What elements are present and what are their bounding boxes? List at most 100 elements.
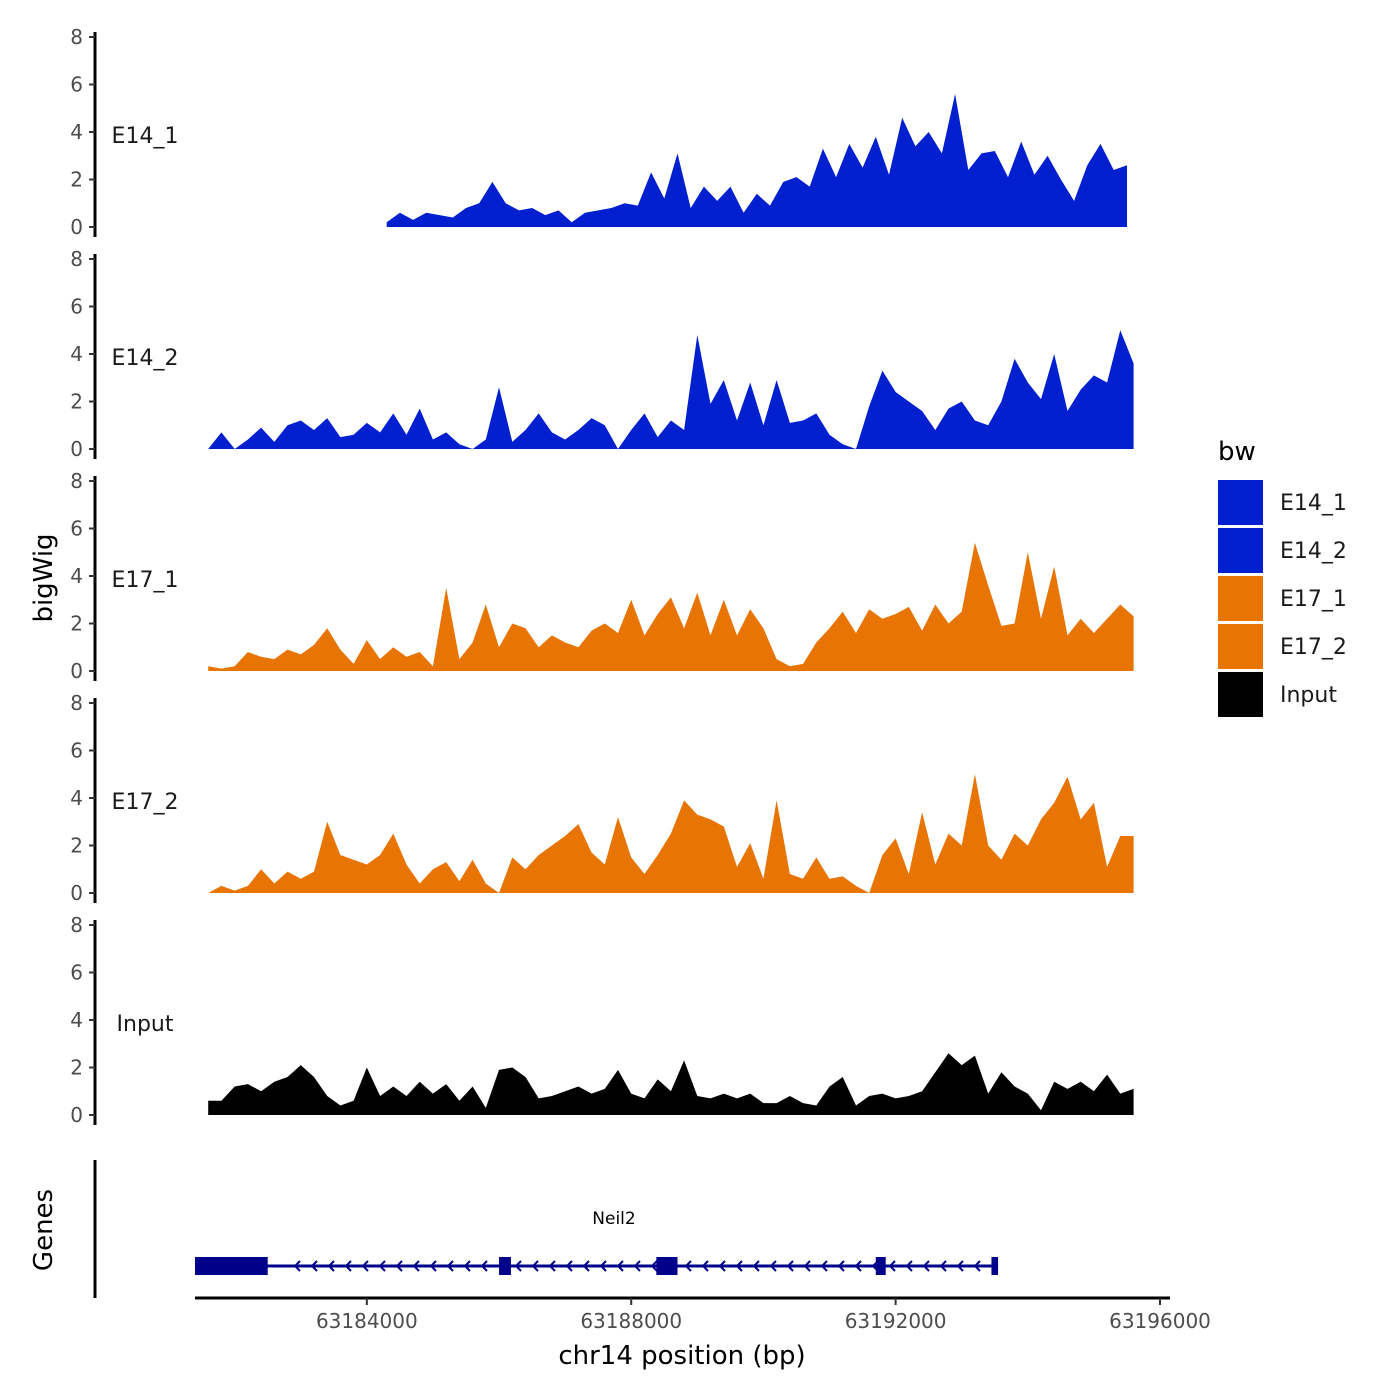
x-tick-label: 63184000 (316, 1309, 418, 1333)
strand-arrow (769, 1260, 777, 1272)
y-tick-label: 4 (70, 120, 83, 144)
strand-arrow (752, 1260, 760, 1272)
strand-arrow (599, 1260, 607, 1272)
y-tick-label: 6 (70, 517, 83, 541)
strand-arrow (514, 1260, 522, 1272)
signal-area-E14_1 (386, 94, 1127, 227)
strand-arrow (463, 1260, 471, 1272)
track-label: E14_1 (112, 124, 179, 149)
track-E17_2: 0 2 4 6 8 E17_2 (70, 691, 1134, 905)
legend: bw E14_1 E14_2 E17_1 E17_2 Input (1218, 437, 1347, 717)
strand-arrow (820, 1260, 828, 1272)
gene-exon (875, 1257, 886, 1275)
strand-arrow (633, 1260, 641, 1272)
x-axis: 63184000 63188000 63192000 63196000 (195, 1296, 1211, 1333)
y-tick-label: 8 (70, 691, 83, 715)
gene-name-label: Neil2 (592, 1209, 635, 1229)
y-tick-label: 4 (70, 786, 83, 810)
y-tick-label: 2 (70, 1056, 83, 1080)
y-tick-label: 2 (70, 834, 83, 858)
legend-label: E17_1 (1280, 587, 1347, 612)
legend-key-E17_1 (1218, 576, 1263, 621)
y-tick-label: 0 (70, 215, 83, 239)
genes-axis-title: Genes (29, 1189, 59, 1271)
strand-arrow (718, 1260, 726, 1272)
y-tick-label: 2 (70, 168, 83, 192)
track-label: E17_1 (112, 568, 179, 593)
strand-arrow (395, 1260, 403, 1272)
strand-arrow (650, 1260, 658, 1272)
strand-arrow (956, 1260, 964, 1272)
legend-title: bw (1218, 437, 1256, 467)
strand-arrow (293, 1260, 301, 1272)
y-tick-label: 4 (70, 342, 83, 366)
track-E14_2: 0 2 4 6 8 E14_2 (70, 247, 1134, 461)
strand-arrow (684, 1260, 692, 1272)
y-tick-label: 4 (70, 564, 83, 588)
strand-arrow (803, 1260, 811, 1272)
gene-exon (656, 1257, 678, 1275)
legend-key-E14_1 (1218, 480, 1263, 525)
strand-arrow (429, 1260, 437, 1272)
strand-arrow (786, 1260, 794, 1272)
y-tick-label: 2 (70, 390, 83, 414)
strand-arrow (735, 1260, 743, 1272)
y-tick-label: 4 (70, 1008, 83, 1032)
signal-tracks: 0 2 4 6 8 E14_1 0 2 4 6 8 E14_2 0 2 4 6 8 E17_1 0 2 4 6 8 E17_2… (70, 25, 1134, 1127)
y-tick-label: 0 (70, 881, 83, 905)
y-tick-label: 6 (70, 739, 83, 763)
strand-arrow (939, 1260, 947, 1272)
x-tick-label: 63196000 (1109, 1309, 1211, 1333)
strand-arrow (582, 1260, 590, 1272)
legend-label: E14_1 (1280, 491, 1347, 516)
y-tick-label: 6 (70, 961, 83, 985)
strand-arrow (973, 1260, 981, 1272)
strand-arrow (888, 1260, 896, 1272)
signal-area-Input (208, 1053, 1134, 1115)
signal-area-E14_2 (208, 330, 1134, 449)
legend-label: E17_2 (1280, 635, 1347, 660)
y-tick-label: 8 (70, 25, 83, 49)
y-tick-label: 0 (70, 1103, 83, 1127)
y-tick-label: 8 (70, 247, 83, 271)
y-axis-title: bigWig (29, 533, 59, 622)
y-tick-label: 0 (70, 437, 83, 461)
y-tick-label: 6 (70, 295, 83, 319)
strand-arrow (905, 1260, 913, 1272)
signal-area-E17_1 (208, 542, 1134, 671)
y-tick-label: 8 (70, 913, 83, 937)
track-Input: 0 2 4 6 8 Input (70, 913, 1134, 1127)
strand-arrow (361, 1260, 369, 1272)
strand-arrow (480, 1260, 488, 1272)
signal-area-E17_2 (208, 774, 1134, 893)
strand-arrow (837, 1260, 845, 1272)
track-label: E17_2 (112, 790, 179, 815)
strand-arrow (446, 1260, 454, 1272)
y-tick-label: 6 (70, 73, 83, 97)
legend-key-E17_2 (1218, 624, 1263, 669)
gene-exon (991, 1257, 999, 1275)
legend-key-Input (1218, 672, 1263, 717)
strand-arrow (531, 1260, 539, 1272)
legend-label: Input (1280, 683, 1337, 708)
strand-arrow (616, 1260, 624, 1272)
x-axis-title: chr14 position (bp) (558, 1341, 805, 1371)
y-tick-label: 2 (70, 612, 83, 636)
strand-arrow (344, 1260, 352, 1272)
strand-arrow (922, 1260, 930, 1272)
gene-exon (195, 1257, 268, 1275)
strand-arrow (412, 1260, 420, 1272)
y-tick-label: 0 (70, 659, 83, 683)
legend-key-E14_2 (1218, 528, 1263, 573)
x-tick-label: 63192000 (845, 1309, 947, 1333)
track-E17_1: 0 2 4 6 8 E17_1 (70, 469, 1134, 683)
strand-arrow (701, 1260, 709, 1272)
strand-arrow (378, 1260, 386, 1272)
gene-panel: Neil2 (93, 1160, 999, 1298)
strand-arrow (548, 1260, 556, 1272)
strand-arrow (565, 1260, 573, 1272)
track-label: Input (117, 1012, 174, 1037)
legend-label: E14_2 (1280, 539, 1347, 564)
x-tick-label: 63188000 (580, 1309, 682, 1333)
